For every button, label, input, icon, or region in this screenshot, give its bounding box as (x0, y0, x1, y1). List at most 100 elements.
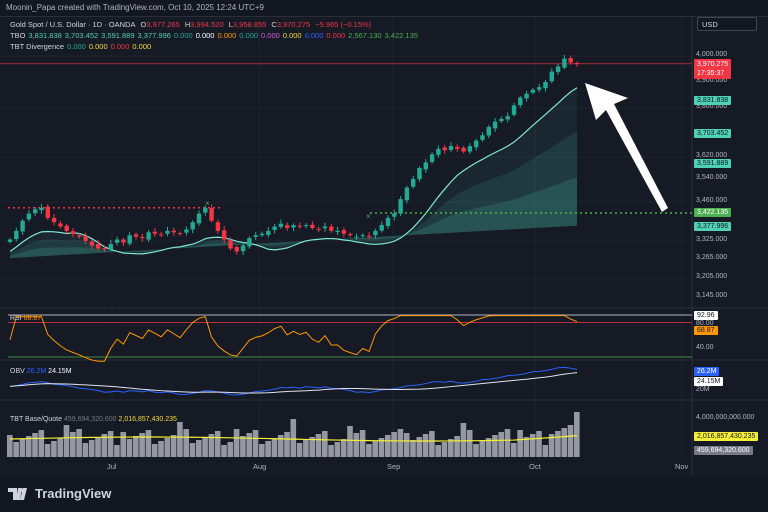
volume-bar (485, 438, 492, 457)
candle-body (165, 230, 170, 234)
volume-bar (473, 444, 479, 457)
candle-body (316, 228, 321, 230)
volume-bar (290, 419, 297, 457)
candle-body (96, 244, 101, 249)
volume-bar (38, 430, 45, 457)
volume-bar (479, 441, 486, 457)
volume-bar (277, 435, 284, 457)
legend-value: 0.000 (173, 31, 193, 40)
candle-body (404, 187, 410, 201)
candle-body (373, 230, 378, 236)
tbo-tag-4: 3,422.135 (694, 208, 732, 217)
signal-marker: × (366, 212, 371, 221)
candle-body (133, 234, 139, 237)
volume-bar (189, 443, 196, 457)
rsi-value-tag: 68.87 (694, 326, 718, 335)
tbt-value-2: 2,016,857,430.235 (118, 416, 177, 423)
rsi-legend[interactable]: RSI 68.87 (10, 315, 41, 322)
tbo-legend[interactable]: TBO 3,831.838 3,703.452 3,591.889 3,377.996 0… (10, 31, 421, 40)
volume-bar (340, 439, 347, 457)
legend-value: 3,831.838 (28, 31, 62, 40)
volume-bar (63, 425, 70, 457)
volume-bar (133, 436, 139, 457)
candle-body (14, 230, 19, 239)
candle-body (58, 223, 63, 227)
candle-body (51, 217, 57, 223)
volume-bar (523, 437, 530, 457)
last-price: 3,970.275 (697, 61, 729, 68)
volume-bar (170, 435, 177, 457)
legend-value: 0.000 (217, 31, 237, 40)
candle-body (480, 135, 485, 140)
tbt-value-1: 459,694,320.600 (63, 416, 117, 423)
rsi-upper-tag: 92.96 (694, 311, 718, 320)
volume-bar (548, 434, 555, 457)
volume-bar (353, 433, 360, 457)
volume-bar (7, 435, 13, 457)
volume-bar (233, 429, 240, 457)
chart-area[interactable] (0, 16, 768, 476)
candle-body (549, 71, 554, 82)
obv-tag: 26.2M (694, 367, 720, 376)
currency-selector[interactable]: USD (697, 17, 757, 31)
candle-body (474, 140, 479, 148)
symbol-legend: Gold Spot / U.S. Dollar · 1D · OANDA O3,… (10, 20, 372, 29)
obv-legend[interactable]: OBV 26.2M 24.15M (10, 368, 72, 375)
volume-bar (303, 440, 309, 457)
tradingview-logo[interactable]: TradingView (8, 486, 111, 501)
volume-bar (221, 445, 227, 457)
volume-bar (51, 441, 57, 457)
x-label-oct: Oct (529, 462, 541, 471)
volume-bar (347, 426, 353, 457)
signal-marker: × (205, 199, 210, 208)
symbol-name[interactable]: Gold Spot / U.S. Dollar · 1D · OANDA (10, 20, 136, 29)
volume-bar (164, 438, 171, 457)
x-label-nov: Nov (675, 462, 689, 471)
volume-bar (76, 429, 82, 457)
last-price-tag: 3,970.275 17:35:37 (694, 59, 732, 79)
volume-bar (284, 432, 290, 457)
candle-body (171, 230, 176, 233)
candle-body (127, 235, 132, 244)
divergence-label: TBT Divergence (10, 42, 65, 51)
candle-body (209, 208, 214, 221)
candle-body (467, 146, 473, 152)
candle-body (152, 231, 158, 234)
tbo-tag-2: 3,703.452 (694, 129, 732, 138)
candle-body (33, 209, 38, 214)
volume-bar (202, 437, 208, 457)
candle-body (7, 239, 13, 242)
price-tick: 3,620.000 (696, 152, 728, 159)
candle-body (360, 235, 365, 237)
legend-value: 3,591.889 (101, 31, 135, 40)
candle-body (215, 222, 221, 231)
candle-body (492, 121, 498, 129)
volume-bar (120, 432, 126, 457)
volume-bar (536, 431, 542, 457)
candle-body (354, 236, 359, 238)
volume-bar (391, 432, 397, 457)
volume-bar (271, 438, 278, 457)
legend-value: 0.000 (67, 42, 86, 51)
volume-bar (504, 429, 511, 457)
candle-body (247, 238, 252, 247)
obv-ma-line (9, 372, 578, 394)
tbt-legend[interactable]: TBT Base/Quote 459,694,320.600 2,016,857… (10, 416, 177, 423)
candle-body (83, 236, 88, 241)
volume-bar (429, 431, 435, 457)
candle-body (392, 213, 397, 217)
rsi-label: RSI (10, 315, 22, 322)
candle-body (518, 97, 523, 106)
candle-body (335, 230, 340, 233)
candle-body (121, 239, 126, 243)
volume-bar (492, 435, 498, 457)
tradingview-logo-icon (8, 487, 27, 500)
obv-line (9, 366, 578, 396)
legend-value: 2,567.130 (348, 31, 382, 40)
divergence-legend[interactable]: TBT Divergence 0.000 0.000 0.000 0.000 (10, 42, 154, 51)
volume-bar (359, 430, 366, 457)
volume-bar (151, 444, 158, 457)
volume-bar (574, 412, 580, 457)
volume-bar (114, 445, 120, 457)
